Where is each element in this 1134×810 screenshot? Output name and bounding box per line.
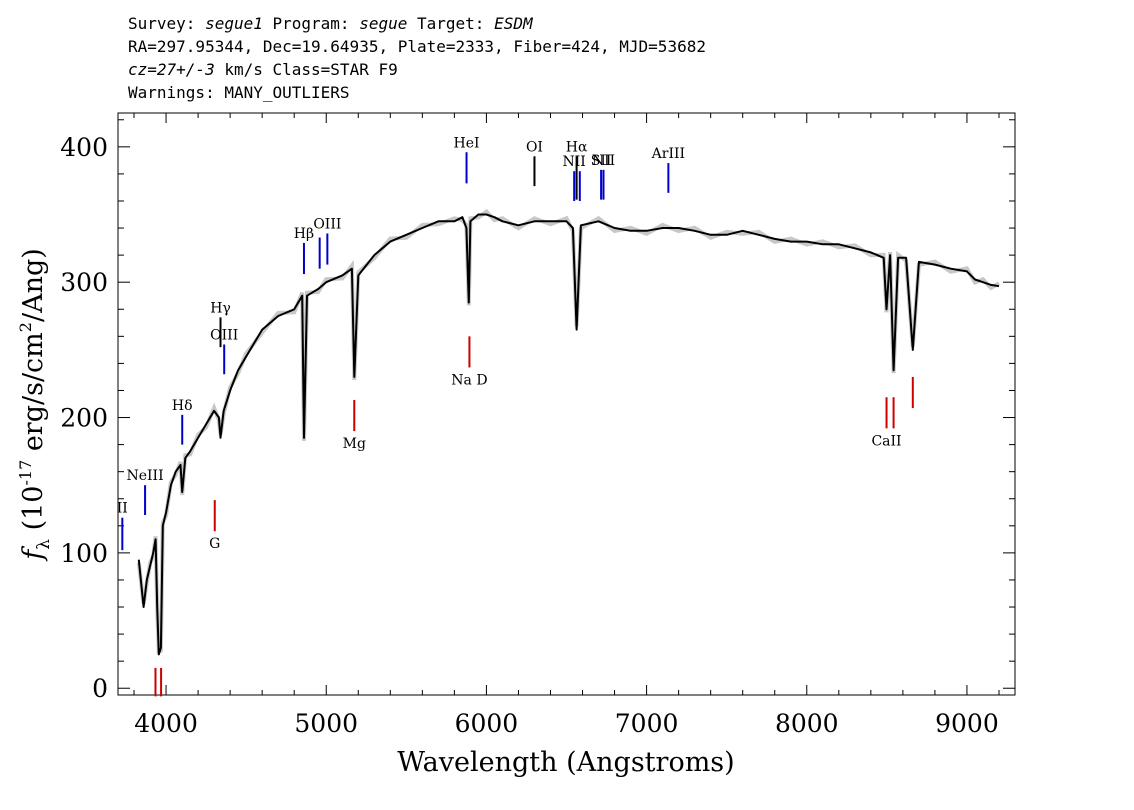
line-marker-label: Na D	[451, 372, 487, 388]
x-tick-label: 5000	[294, 709, 358, 738]
line-marker-label: Hα	[566, 139, 588, 155]
spectrum-line	[137, 213, 1000, 656]
program-value: segue	[359, 14, 408, 33]
x-tick-label: 8000	[775, 709, 839, 738]
survey-label: Survey:	[128, 14, 206, 33]
cz-value: cz=27+/-3	[128, 60, 215, 79]
y-tick-label: 100	[60, 539, 108, 568]
x-tick-label: 6000	[455, 709, 519, 738]
y-label-mid: erg/s/cm	[18, 332, 49, 460]
x-tick-label: 7000	[615, 709, 679, 738]
target-label: Target:	[407, 14, 495, 33]
line-marker-label: OI	[526, 139, 543, 155]
line-marker-label: CaII	[871, 433, 901, 449]
target-value: ESDM	[494, 14, 533, 33]
line-marker-label: NII	[592, 153, 615, 169]
line-marker-label: SII	[591, 153, 612, 169]
x-tick-labels: 4000 5000 6000 7000 8000 9000	[134, 709, 999, 738]
line-marker-label: NeIII	[126, 468, 163, 484]
line-marker-label: NII	[563, 154, 586, 170]
line-marker-label: Hδ	[172, 398, 193, 414]
y-label-post: /Ang)	[18, 248, 49, 322]
y-tick-label: 300	[60, 268, 108, 297]
axis-ticks	[118, 113, 1015, 695]
line-marker-label: G	[209, 536, 220, 552]
plot-frame	[117, 112, 1016, 696]
y-label-sub: λ	[34, 539, 54, 550]
line-marker-label: Hβ	[294, 226, 314, 242]
x-axis-label: Wavelength (Angstroms)	[397, 747, 734, 778]
line-marker-label: OIII	[313, 216, 341, 232]
spectrum-header: Survey: segue1 Program: segue Target: ES…	[128, 12, 706, 104]
header-line-survey: Survey: segue1 Program: segue Target: ES…	[128, 12, 706, 35]
line-marker-label: HeI	[454, 135, 480, 151]
y-label-exp2: 2	[16, 322, 35, 332]
y-tick-label: 400	[60, 133, 108, 162]
line-marker-label: ArIII	[651, 146, 685, 162]
line-marker-label: II	[117, 501, 128, 517]
y-tick-label: 200	[60, 404, 108, 433]
line-marker-label: Mg	[343, 436, 366, 452]
y-tick-labels: 0 100 200 300 400	[60, 133, 108, 703]
survey-value: segue1	[205, 14, 263, 33]
program-label: Program:	[262, 14, 360, 33]
line-marker-label: OIII	[210, 327, 238, 343]
spectrum-error-band	[136, 208, 1001, 655]
y-axis-label: fλ (10-17 erg/s/cm2/Ang)	[16, 248, 54, 562]
y-label-pre: (10	[18, 486, 49, 539]
header-line-coords: RA=297.95344, Dec=19.64935, Plate=2333, …	[128, 37, 706, 56]
line-marker-label: Hγ	[210, 300, 231, 316]
y-tick-label: 0	[92, 674, 108, 703]
spectrum-series	[136, 208, 1001, 656]
x-tick-label: 4000	[134, 709, 198, 738]
header-line-warnings: Warnings: MANY_OUTLIERS	[128, 83, 350, 102]
x-tick-label: 9000	[935, 709, 999, 738]
header-line-redshift: cz=27+/-3 km/s Class=STAR F9	[128, 58, 706, 81]
y-label-exp: -17	[16, 460, 35, 486]
class-text: km/s Class=STAR F9	[214, 60, 398, 79]
